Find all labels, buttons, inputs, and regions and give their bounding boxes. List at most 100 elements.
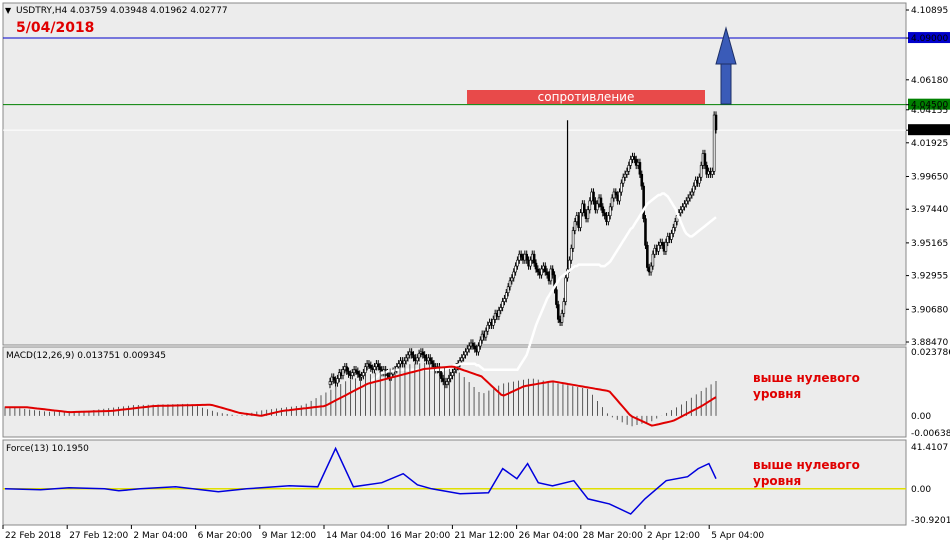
x-tick: 27 Feb 12:00: [69, 531, 128, 541]
candle: [332, 373, 336, 384]
candle: [497, 306, 501, 321]
candle: [336, 374, 339, 387]
candle: [543, 262, 547, 276]
macd-tick: -0.006385: [911, 429, 950, 439]
x-tick: 28 Mar 20:00: [583, 531, 643, 541]
price-tick: 4.04500: [911, 101, 948, 111]
price-tick: 4.04155: [911, 106, 948, 116]
candle: [525, 250, 529, 264]
force-tick: 0.00: [911, 485, 931, 495]
candle: [508, 277, 512, 291]
price-tick: 4.02777: [911, 126, 948, 136]
candle: [657, 241, 660, 255]
candle: [536, 265, 540, 276]
candle: [579, 209, 582, 232]
price-tick: 3.90680: [911, 305, 948, 315]
candle: [562, 297, 566, 318]
candle: [512, 268, 516, 282]
candle: [410, 348, 413, 359]
candle: [690, 188, 694, 199]
candle: [415, 354, 419, 365]
candle: [406, 351, 410, 362]
candle: [705, 161, 709, 178]
candle: [679, 206, 683, 217]
candle: [681, 203, 684, 214]
candle: [479, 336, 482, 350]
candle: [607, 212, 610, 226]
price-panel-bg: [2, 2, 907, 346]
candle: [486, 321, 490, 335]
candle: [625, 167, 629, 178]
candle: [710, 167, 714, 178]
candle: [569, 244, 573, 264]
candle: [555, 286, 558, 309]
candle: [369, 361, 373, 372]
x-tick: 9 Mar 12:00: [262, 531, 317, 541]
candle: [362, 368, 365, 380]
x-tick: 21 Mar 12:00: [454, 531, 514, 541]
macd-tick: 0.023786: [911, 348, 950, 358]
macd-tick: 0.00: [911, 412, 931, 422]
price-tick: 4.06180: [911, 76, 948, 86]
candle: [451, 368, 454, 380]
candle: [503, 294, 506, 306]
candle: [499, 303, 503, 315]
price-tick: 3.97440: [911, 205, 948, 215]
candle: [649, 262, 653, 276]
candle: [560, 309, 564, 327]
candle: [618, 188, 621, 205]
candle: [610, 194, 614, 211]
macd-note-line2: уровня: [753, 387, 801, 401]
force-title: Force(13) 10.1950: [6, 444, 89, 454]
symbol-line: USDTRY,H4 4.03759 4.03948 4.01962 4.0277…: [16, 6, 228, 16]
candle: [588, 197, 592, 214]
candle: [376, 360, 380, 371]
candle: [608, 203, 612, 220]
candle: [699, 161, 703, 181]
candle: [553, 271, 556, 294]
price-tick: 4.01925: [911, 139, 948, 149]
candle: [417, 349, 421, 362]
candle: [516, 256, 519, 270]
candle: [421, 348, 425, 359]
candle: [473, 342, 477, 353]
candle: [685, 197, 688, 208]
candle: [464, 348, 467, 359]
candle: [601, 203, 605, 217]
candle: [672, 223, 675, 238]
candle: [529, 256, 532, 270]
candle: [412, 351, 415, 362]
candle: [545, 268, 549, 279]
x-tick: 26 Mar 04:00: [519, 531, 579, 541]
candle: [642, 182, 645, 223]
candle: [445, 377, 449, 389]
candle: [673, 217, 677, 232]
candle: [664, 238, 668, 255]
candle: [363, 363, 367, 377]
x-tick: 2 Apr 12:00: [647, 531, 700, 541]
candle: [492, 315, 495, 329]
candle: [623, 170, 627, 181]
force-note-line2: уровня: [753, 474, 801, 488]
candle: [551, 265, 554, 279]
candle: [373, 363, 376, 374]
candle: [462, 351, 465, 362]
candle: [341, 365, 345, 380]
ma-line: [370, 192, 717, 383]
candle: [402, 357, 406, 368]
resistance-box: [467, 90, 705, 104]
candle: [582, 200, 586, 217]
candle: [328, 377, 332, 389]
up-arrow-icon: [715, 26, 737, 105]
force-line: [4, 446, 717, 515]
candle: [651, 250, 655, 270]
candle: [501, 297, 504, 312]
chart-menu-icon[interactable]: ▼: [5, 6, 12, 15]
candle: [640, 170, 644, 190]
x-tick: 16 Mar 20:00: [390, 531, 450, 541]
candle: [599, 194, 603, 211]
candle: [603, 209, 606, 220]
candle: [620, 179, 623, 196]
price-tick: 3.88470: [911, 338, 948, 348]
